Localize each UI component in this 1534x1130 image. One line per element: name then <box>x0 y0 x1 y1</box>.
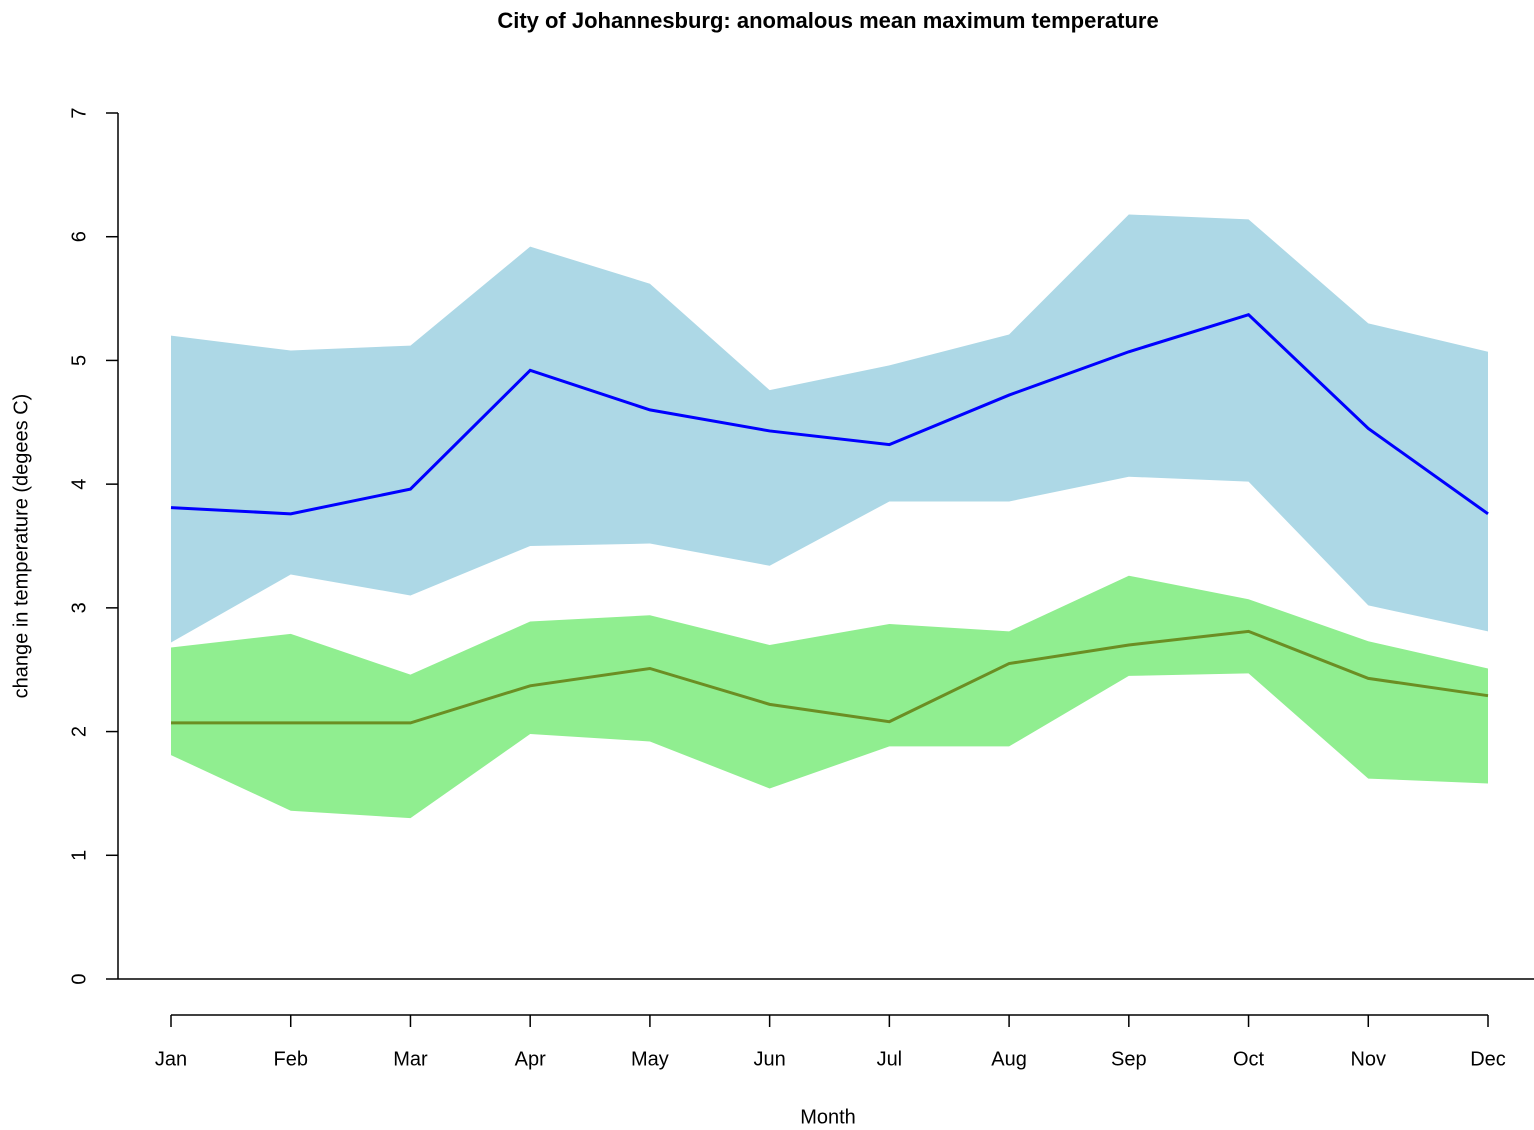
y-tick-label: 5 <box>68 355 90 366</box>
x-tick-label: Dec <box>1470 1048 1506 1070</box>
x-tick-label: Feb <box>273 1048 307 1070</box>
x-tick-label: Oct <box>1233 1048 1265 1070</box>
x-tick-label: May <box>631 1048 669 1070</box>
band <box>171 575 1488 819</box>
y-tick-label: 3 <box>68 602 90 613</box>
y-tick-label: 1 <box>68 850 90 861</box>
y-axis-label: change in temperature (degees C) <box>10 394 32 699</box>
band <box>171 214 1488 643</box>
x-tick-label: Jul <box>877 1048 903 1070</box>
y-tick-label: 7 <box>68 107 90 118</box>
x-tick-label: Mar <box>393 1048 428 1070</box>
y-tick-label: 4 <box>68 479 90 490</box>
x-tick-label: Aug <box>991 1048 1027 1070</box>
y-tick-label: 2 <box>68 726 90 737</box>
x-tick-label: Sep <box>1111 1048 1147 1070</box>
y-tick-label: 6 <box>68 231 90 242</box>
x-tick-label: Jan <box>155 1048 187 1070</box>
chart-title: City of Johannesburg: anomalous mean max… <box>497 8 1158 33</box>
x-tick-label: Jun <box>754 1048 786 1070</box>
line <box>171 629 1489 725</box>
x-axis-label: Month <box>800 1106 856 1128</box>
y-tick-label: 0 <box>68 973 90 984</box>
x-tick-label: Nov <box>1350 1048 1386 1070</box>
line <box>170 312 1489 516</box>
x-tick-label: Apr <box>515 1048 546 1070</box>
